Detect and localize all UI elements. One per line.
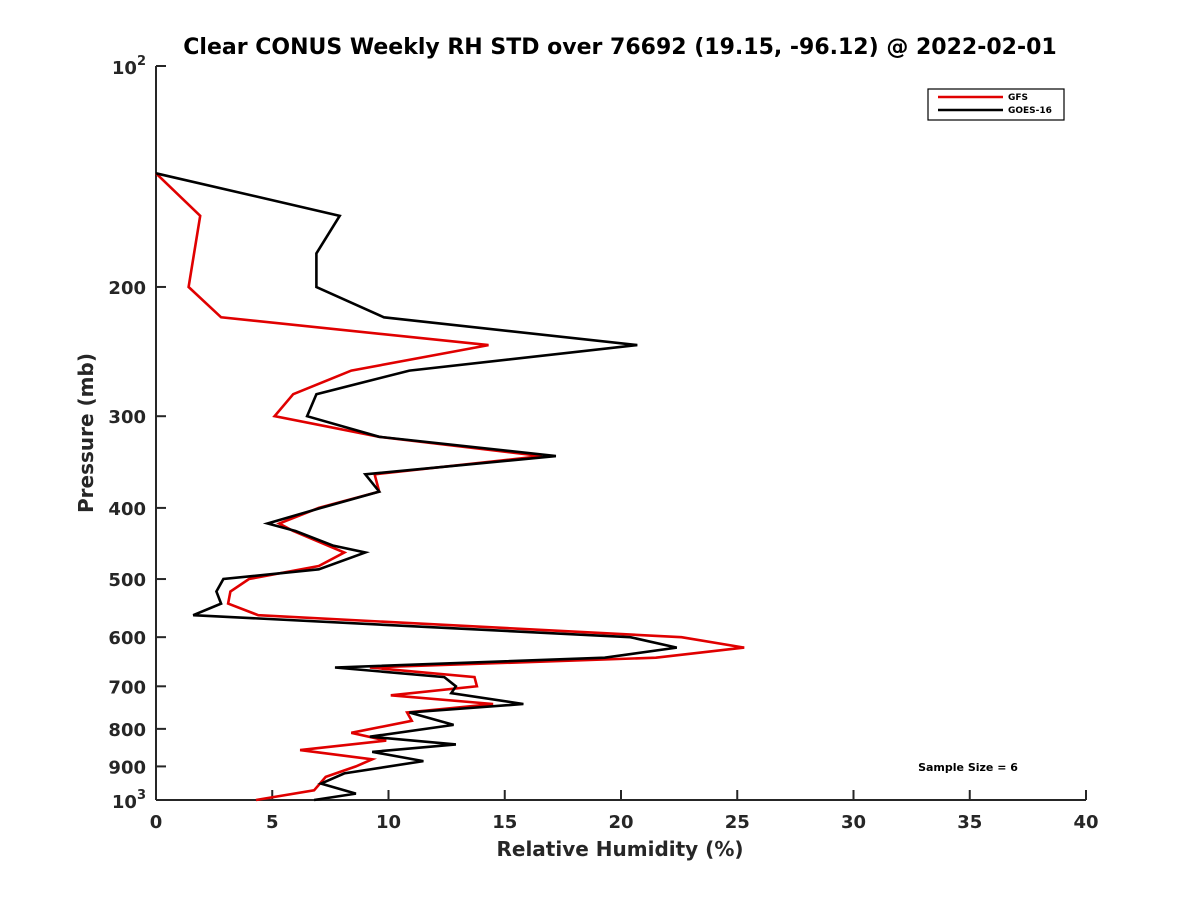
y-tick-label: 800 bbox=[108, 720, 146, 741]
legend-box bbox=[927, 88, 1065, 121]
x-tick-label: 10 bbox=[376, 812, 401, 833]
x-tick-label: 25 bbox=[725, 812, 750, 833]
series-line-goes16 bbox=[155, 172, 678, 802]
x-tick-label: 40 bbox=[1073, 812, 1098, 833]
y-tick-label: 102 bbox=[112, 54, 146, 79]
y-tick-label: 900 bbox=[108, 757, 146, 778]
x-tick-label: 5 bbox=[266, 812, 279, 833]
x-tick-label: 0 bbox=[150, 812, 163, 833]
legend: GFS GOES-16 bbox=[927, 88, 1065, 121]
chart-title: Clear CONUS Weekly RH STD over 76692 (19… bbox=[183, 35, 1056, 60]
y-tick-label: 300 bbox=[108, 407, 146, 428]
y-axis-label: Pressure (mb) bbox=[74, 353, 98, 513]
x-tick-label: 20 bbox=[608, 812, 633, 833]
x-ticks: 0 5 10 15 20 25 30 35 40 bbox=[150, 790, 1099, 833]
y-tick-label: 200 bbox=[108, 278, 146, 299]
series-line-gfs bbox=[155, 172, 745, 802]
series-layer bbox=[155, 172, 745, 802]
x-tick-label: 15 bbox=[492, 812, 517, 833]
x-tick-label: 35 bbox=[957, 812, 982, 833]
x-axis-label: Relative Humidity (%) bbox=[496, 837, 743, 861]
x-tick-label: 30 bbox=[841, 812, 866, 833]
axes: 0 5 10 15 20 25 30 35 40 102 200 300 400 500 600 700 80… bbox=[108, 54, 1098, 833]
legend-label-gfs: GFS bbox=[1008, 93, 1028, 103]
y-ticks: 102 200 300 400 500 600 700 800 900 103 bbox=[108, 54, 166, 813]
y-tick-label: 400 bbox=[108, 499, 146, 520]
y-tick-label: 103 bbox=[112, 788, 146, 813]
sample-size-annotation: Sample Size = 6 bbox=[918, 761, 1018, 774]
y-tick-label: 500 bbox=[108, 570, 146, 591]
y-tick-label: 700 bbox=[108, 677, 146, 698]
legend-label-goes16: GOES-16 bbox=[1008, 106, 1052, 116]
y-tick-label: 600 bbox=[108, 628, 146, 649]
